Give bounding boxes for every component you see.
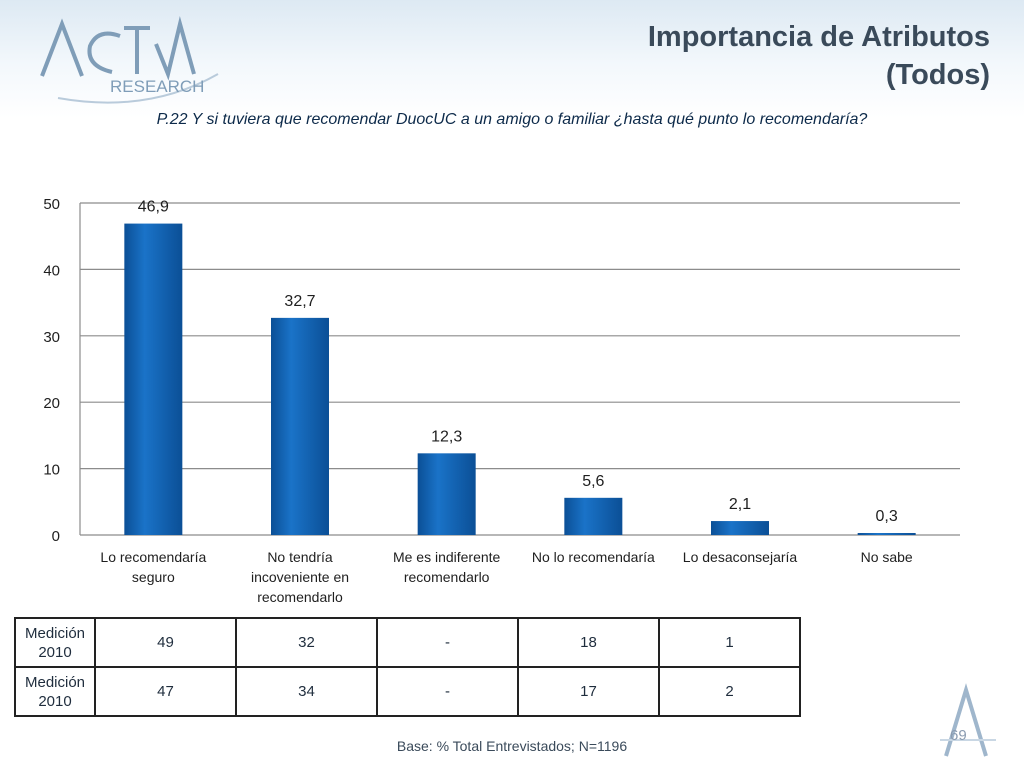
table-cell: -: [376, 666, 519, 717]
data-label: 46,9: [138, 199, 169, 216]
y-tick-label: 20: [43, 395, 60, 412]
row-label-line-2: 2010: [38, 692, 72, 710]
corner-logo: [940, 683, 996, 757]
y-tick-label: 40: [43, 262, 60, 279]
table-cell: 2: [658, 666, 801, 717]
page-title: Importancia de Atributos (Todos): [648, 18, 990, 94]
title-line-2: (Todos): [885, 59, 990, 91]
x-tick-label: No tendría: [267, 549, 333, 565]
table-cell: 47: [94, 666, 237, 717]
data-label: 0,3: [876, 508, 898, 525]
data-label: 32,7: [284, 293, 315, 310]
bar: [711, 521, 769, 535]
x-tick-label: recomendarlo: [404, 569, 490, 585]
y-tick-label: 50: [43, 196, 60, 213]
bar: [417, 453, 476, 535]
table-cell: 18: [517, 617, 660, 668]
row-label-line-2: 2010: [38, 643, 72, 661]
page-number: 69: [950, 727, 967, 744]
x-tick-label: Lo desaconsejaría: [683, 549, 798, 565]
x-tick-label: Me es indiferente: [393, 549, 501, 565]
table-cell: 34: [235, 666, 378, 717]
title-line-1: Importancia de Atributos: [647, 21, 990, 53]
row-label-line-1: Medición: [24, 673, 86, 691]
x-tick-label: recomendarlo: [257, 589, 343, 605]
data-label: 5,6: [582, 473, 604, 490]
x-tick-label: seguro: [132, 569, 175, 585]
x-tick-label: No lo recomendaría: [532, 549, 655, 565]
bar: [857, 533, 916, 535]
table-cell: 1: [658, 617, 801, 668]
table-cell: 17: [517, 666, 660, 717]
y-tick-label: 30: [43, 329, 60, 346]
activa-research-logo: RESEARCH: [40, 16, 219, 104]
bar-chart: 0 10 20 30 40 50 46,9 Lo recomendaría seguro 32,7…: [43, 196, 960, 605]
y-tick-label: 10: [43, 462, 60, 479]
row-label: Medición 2010: [14, 617, 96, 668]
survey-question: P.22 Y si tuviera que recomendar DuocUC …: [156, 111, 868, 128]
bar: [564, 497, 623, 535]
table-row: Medición 2010 49 32 - 18 1: [14, 617, 801, 668]
data-label: 2,1: [729, 496, 751, 513]
bar: [124, 223, 183, 536]
measurement-table: Medición 2010 49 32 - 18 1 Medición 2010…: [14, 617, 801, 717]
x-tick-label: Lo recomendaría: [100, 549, 206, 565]
svg-text:RESEARCH: RESEARCH: [110, 77, 204, 96]
bar: [271, 317, 329, 535]
row-label: Medición 2010: [14, 666, 96, 717]
x-tick-label: No sabe: [861, 549, 913, 565]
x-tick-label: incoveniente en: [251, 569, 349, 585]
table-row: Medición 2010 47 34 - 17 2: [14, 666, 801, 717]
y-tick-label: 0: [52, 528, 60, 545]
base-note: Base: % Total Entrevistados; N=1196: [396, 738, 628, 754]
row-label-line-1: Medición: [24, 624, 86, 642]
table-cell: -: [376, 617, 519, 668]
data-label: 12,3: [431, 428, 462, 445]
table-cell: 49: [94, 617, 237, 668]
table-cell: 32: [235, 617, 378, 668]
